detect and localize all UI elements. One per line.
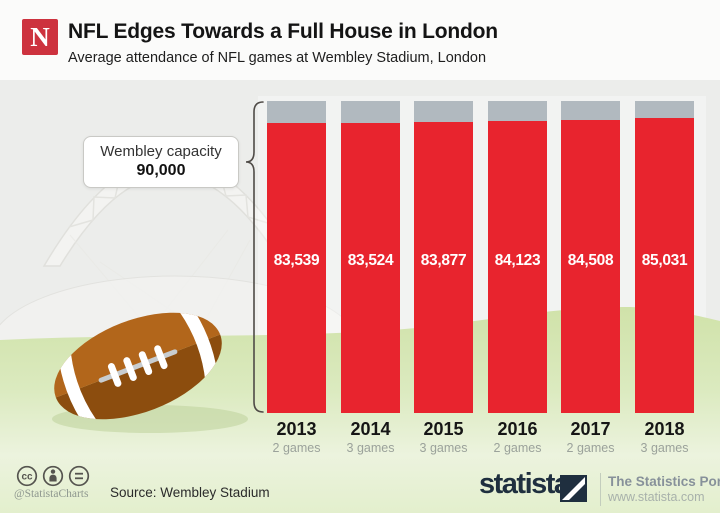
capacity-brace [245,101,264,413]
statistics-portal-label: The Statistics Portal [608,474,720,489]
year-label: 2014 [350,419,391,439]
equals-icon [68,465,90,487]
bar-column-2017: 84,508 2017 2 games [561,101,620,461]
capacity-gap-segment [267,101,326,124]
newsweek-logo: N [22,19,58,55]
bar-column-2015: 83,877 2015 3 games [414,101,473,461]
bar-column-2014: 83,524 2014 3 games [341,101,400,461]
attendance-bar [488,121,547,413]
year-label: 2018 [644,419,685,439]
year-label: 2016 [497,419,538,439]
games-count-label: 3 games [346,441,395,455]
games-count-label: 2 games [493,441,542,455]
page-subtitle: Average attendance of NFL games at Wembl… [68,50,487,66]
newsweek-logo-letter: N [30,21,50,52]
header: N NFL Edges Towards a Full House in Lond… [0,0,720,80]
attendance-bar [414,122,473,413]
attendance-bar [635,118,694,413]
capacity-gap-segment [635,101,694,119]
bar-value-label: 83,524 [347,252,394,269]
games-count-label: 2 games [566,441,615,455]
source-note: Source: Wembley Stadium [110,485,270,500]
bar-value-label: 84,123 [494,252,541,269]
attendance-bar [341,123,400,413]
svg-text:cc: cc [21,472,33,483]
cc-icon: cc [16,465,38,487]
year-label: 2013 [276,419,317,439]
bar-value-label: 84,508 [567,252,614,269]
bar-value-label: 83,539 [273,252,320,269]
page-title: NFL Edges Towards a Full House in London [68,20,498,43]
capacity-callout: Wembley capacity 90,000 [83,136,239,188]
capacity-gap-segment [561,101,620,121]
attendance-bar [561,120,620,413]
footer: cc @StatistaCharts Source: Wembley Stadi… [0,455,720,513]
bar-column-2016: 84,123 2016 2 games [488,101,547,461]
capacity-gap-segment [414,101,473,123]
statista-logo-icon [560,475,587,502]
capacity-gap-segment [341,101,400,124]
attendance-bar [267,123,326,413]
statista-charts-handle: @StatistaCharts [14,488,89,500]
bar-value-label: 85,031 [641,252,688,269]
cc-license-icons: cc [16,465,90,487]
year-label: 2015 [423,419,464,439]
attribution-icon [42,465,64,487]
statista-website: www.statista.com [608,490,705,504]
footer-separator [600,473,601,506]
year-label: 2017 [570,419,611,439]
bar-column-2018: 85,031 2018 3 games [635,101,694,461]
statista-wordmark: statista [479,468,570,500]
bar-value-label: 83,877 [420,252,467,269]
games-count-label: 2 games [272,441,321,455]
capacity-gap-segment [488,101,547,122]
games-count-label: 3 games [419,441,468,455]
capacity-callout-value: 90,000 [136,162,186,180]
bar-column-2013: 83,539 2013 2 games [267,101,326,461]
chart-backdrop [258,96,706,346]
capacity-callout-label: Wembley capacity [100,142,222,160]
games-count-label: 3 games [640,441,689,455]
